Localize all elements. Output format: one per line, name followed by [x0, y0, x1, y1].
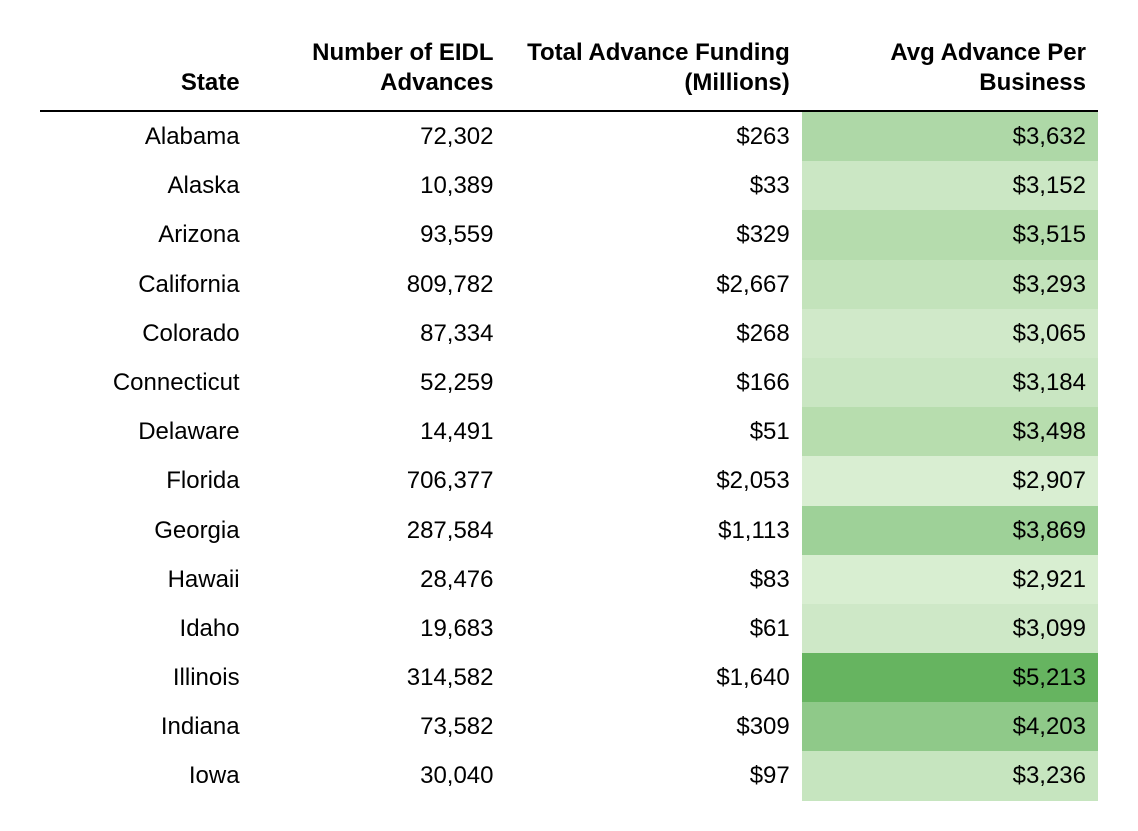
cell-state: California: [40, 260, 252, 309]
cell-num-advances: 52,259: [252, 358, 506, 407]
cell-avg-advance: $3,152: [802, 161, 1098, 210]
cell-state: Florida: [40, 456, 252, 505]
cell-state: Alaska: [40, 161, 252, 210]
table-row: Arizona93,559$329$3,515: [40, 210, 1098, 259]
cell-total-funding: $1,640: [506, 653, 802, 702]
cell-num-advances: 14,491: [252, 407, 506, 456]
cell-avg-advance: $5,213: [802, 653, 1098, 702]
cell-total-funding: $2,667: [506, 260, 802, 309]
cell-state: Indiana: [40, 702, 252, 751]
cell-state: Illinois: [40, 653, 252, 702]
cell-avg-advance: $3,869: [802, 506, 1098, 555]
cell-avg-advance: $3,293: [802, 260, 1098, 309]
cell-num-advances: 706,377: [252, 456, 506, 505]
cell-num-advances: 87,334: [252, 309, 506, 358]
cell-total-funding: $2,053: [506, 456, 802, 505]
cell-avg-advance: $2,907: [802, 456, 1098, 505]
table-row: Alaska10,389$33$3,152: [40, 161, 1098, 210]
cell-num-advances: 314,582: [252, 653, 506, 702]
table-row: Idaho19,683$61$3,099: [40, 604, 1098, 653]
cell-state: Iowa: [40, 751, 252, 800]
cell-total-funding: $268: [506, 309, 802, 358]
cell-total-funding: $83: [506, 555, 802, 604]
cell-num-advances: 73,582: [252, 702, 506, 751]
table-row: Hawaii28,476$83$2,921: [40, 555, 1098, 604]
cell-total-funding: $61: [506, 604, 802, 653]
cell-num-advances: 28,476: [252, 555, 506, 604]
header-total-funding: Total Advance Funding (Millions): [506, 30, 802, 111]
cell-avg-advance: $3,099: [802, 604, 1098, 653]
cell-total-funding: $1,113: [506, 506, 802, 555]
table-row: Delaware14,491$51$3,498: [40, 407, 1098, 456]
cell-state: Georgia: [40, 506, 252, 555]
table-row: Iowa30,040$97$3,236: [40, 751, 1098, 800]
table-row: Illinois314,582$1,640$5,213: [40, 653, 1098, 702]
header-avg-advance: Avg Advance Per Business: [802, 30, 1098, 111]
cell-total-funding: $166: [506, 358, 802, 407]
cell-state: Alabama: [40, 111, 252, 161]
cell-num-advances: 10,389: [252, 161, 506, 210]
table-row: Indiana73,582$309$4,203: [40, 702, 1098, 751]
cell-total-funding: $97: [506, 751, 802, 800]
header-state: State: [40, 30, 252, 111]
table-header: State Number of EIDL Advances Total Adva…: [40, 30, 1098, 111]
cell-total-funding: $329: [506, 210, 802, 259]
table-row: Colorado87,334$268$3,065: [40, 309, 1098, 358]
cell-num-advances: 72,302: [252, 111, 506, 161]
cell-state: Colorado: [40, 309, 252, 358]
header-num-advances: Number of EIDL Advances: [252, 30, 506, 111]
table-row: Georgia287,584$1,113$3,869: [40, 506, 1098, 555]
cell-total-funding: $33: [506, 161, 802, 210]
cell-avg-advance: $3,236: [802, 751, 1098, 800]
cell-avg-advance: $3,065: [802, 309, 1098, 358]
eidl-advances-table: State Number of EIDL Advances Total Adva…: [40, 30, 1098, 801]
table-row: California809,782$2,667$3,293: [40, 260, 1098, 309]
cell-state: Hawaii: [40, 555, 252, 604]
cell-total-funding: $309: [506, 702, 802, 751]
cell-state: Delaware: [40, 407, 252, 456]
table-row: Alabama72,302$263$3,632: [40, 111, 1098, 161]
cell-avg-advance: $3,515: [802, 210, 1098, 259]
cell-avg-advance: $3,498: [802, 407, 1098, 456]
cell-num-advances: 19,683: [252, 604, 506, 653]
cell-num-advances: 809,782: [252, 260, 506, 309]
cell-num-advances: 93,559: [252, 210, 506, 259]
cell-avg-advance: $2,921: [802, 555, 1098, 604]
cell-total-funding: $51: [506, 407, 802, 456]
cell-avg-advance: $4,203: [802, 702, 1098, 751]
cell-state: Connecticut: [40, 358, 252, 407]
cell-total-funding: $263: [506, 111, 802, 161]
cell-state: Arizona: [40, 210, 252, 259]
cell-num-advances: 30,040: [252, 751, 506, 800]
table-body: Alabama72,302$263$3,632Alaska10,389$33$3…: [40, 111, 1098, 801]
table-row: Florida706,377$2,053$2,907: [40, 456, 1098, 505]
cell-num-advances: 287,584: [252, 506, 506, 555]
cell-state: Idaho: [40, 604, 252, 653]
cell-avg-advance: $3,184: [802, 358, 1098, 407]
cell-avg-advance: $3,632: [802, 111, 1098, 161]
table-row: Connecticut52,259$166$3,184: [40, 358, 1098, 407]
